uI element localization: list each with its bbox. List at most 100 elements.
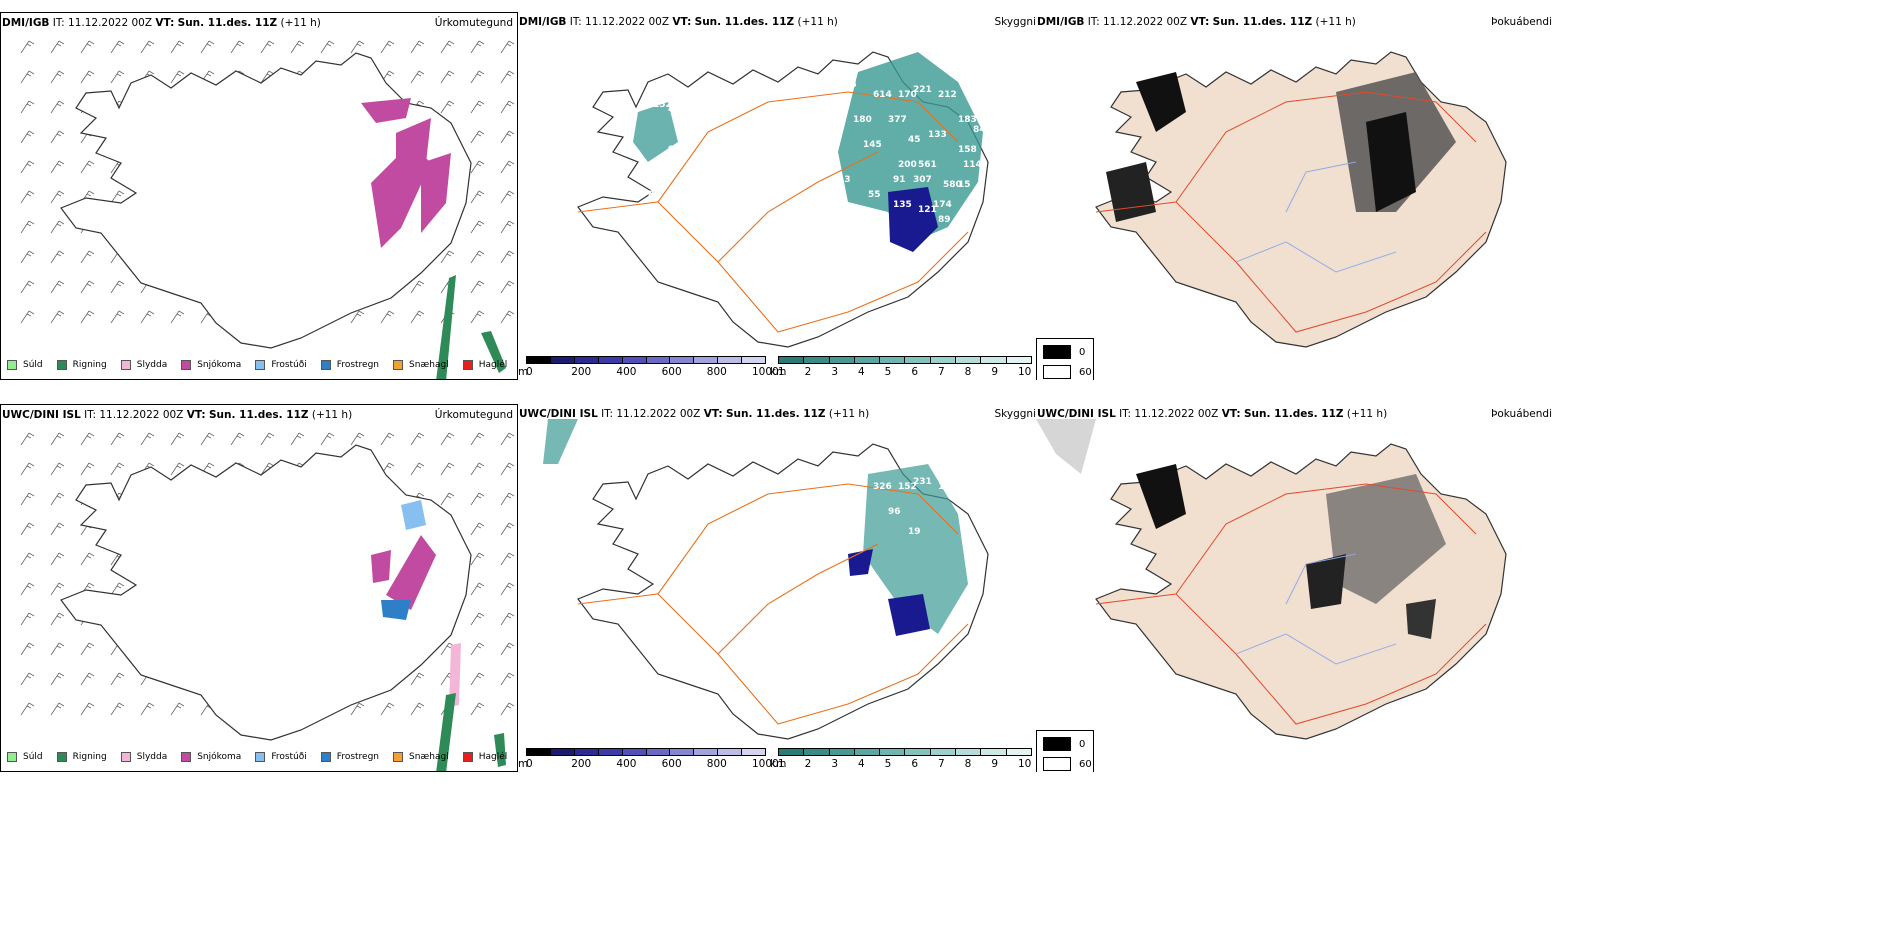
cloud-base-label: 307: [913, 175, 932, 185]
wind-barb: [170, 310, 185, 324]
wind-barb: [50, 70, 65, 84]
cloud-base-label: 580: [943, 180, 962, 190]
legend-item: Frostregn: [320, 752, 380, 762]
colorbar-segment: [880, 357, 906, 363]
fog-dark-area-2: [1326, 474, 1446, 604]
colorbar-segment: [804, 749, 830, 755]
snowfall-area-3: [371, 143, 431, 248]
cloud-base-label: 45: [908, 135, 921, 145]
legend-swatch: [7, 752, 17, 762]
wind-barb: [50, 612, 65, 626]
wind-barb: [500, 702, 515, 716]
wind-barb: [500, 642, 515, 656]
wind-barb: [80, 702, 95, 716]
colorbar-tick: 4: [858, 366, 865, 378]
wind-barb: [50, 702, 65, 716]
cloud-navy-area: [888, 187, 938, 252]
wind-barb: [20, 250, 35, 264]
cloud-base-label: 13: [698, 165, 711, 175]
cloud-base-label: 183: [958, 115, 977, 125]
wind-barb: [20, 130, 35, 144]
cloud-navy-area: [888, 594, 930, 636]
wind-barb: [290, 40, 305, 54]
wind-barb: [440, 100, 455, 114]
cloud-base-label: 55: [868, 190, 881, 200]
legend-label: Snjókoma: [197, 360, 242, 370]
legend-label: Haglél: [478, 752, 508, 762]
colorbar-segment: [829, 357, 855, 363]
colorbar-segment: [718, 357, 743, 363]
wind-barb: [320, 40, 335, 54]
legend-item: Haglél: [462, 360, 508, 370]
road-network: [1095, 91, 1487, 333]
colorbar-tick: 800: [706, 758, 727, 770]
fog-map-top: [1095, 51, 1507, 348]
wind-barb: [20, 220, 35, 234]
wind-barb: [80, 40, 95, 54]
legend-swatch: [320, 360, 331, 370]
wind-barb: [50, 40, 65, 54]
fog-legend-light-swatch: [1043, 757, 1071, 771]
wind-barb: [110, 280, 125, 294]
wind-barb: [410, 702, 425, 716]
colorbar-tick: 7: [938, 758, 945, 770]
rain-area-1: [436, 693, 456, 771]
snowfall-area-1: [371, 550, 391, 583]
legend-label: Haglél: [478, 360, 508, 370]
colorbar-segment: [981, 749, 1007, 755]
legend-swatch: [56, 360, 67, 370]
colorbar-strip: [526, 356, 766, 364]
panel-header: UWC/DINI ISL IT: 11.12.2022 00Z VT: Sun.…: [1037, 408, 1388, 420]
cloud-base-colorbar: m 0 200 400 600 800 1000: [518, 356, 779, 380]
colorbar-tick: 8: [964, 366, 972, 378]
colorbar-strip: [778, 748, 1032, 756]
wind-barb: [80, 70, 95, 84]
wind-barb: [50, 432, 65, 446]
wind-barb: [200, 432, 215, 446]
colorbar-strip: [526, 748, 766, 756]
legend-label: Súld: [23, 752, 43, 762]
panel-title: Úrkomutegund: [434, 409, 513, 421]
legend-label: Snjókoma: [197, 752, 242, 762]
colorbar-segment: [742, 357, 766, 363]
cloud-base-label: 152: [898, 482, 917, 492]
colorbar-segment: [905, 357, 931, 363]
fog-legend-dark-label: 0: [1079, 739, 1086, 750]
wind-barb: [470, 250, 485, 264]
colorbar-tick: 600: [661, 366, 682, 378]
colorbar-segment: [598, 357, 623, 363]
colorbar-unit: m: [518, 758, 529, 770]
road-network: [577, 91, 969, 333]
colorbar-segment: [550, 749, 575, 755]
cloud-base-label: 161: [938, 482, 957, 492]
wind-barb: [20, 160, 35, 174]
colorbar-tick: 5: [884, 758, 892, 770]
wind-barb: [260, 432, 275, 446]
wind-barb: [470, 612, 485, 626]
rain-area-2: [481, 331, 506, 373]
wind-barb: [110, 310, 125, 324]
visibility-colorbar: km 1 2 3 4 5 6 7 8 9 10: [770, 356, 1036, 380]
panel-title: Skyggni: [994, 16, 1037, 28]
wind-barb: [110, 40, 125, 54]
wind-barb: [50, 552, 65, 566]
frostudi-area: [401, 500, 426, 530]
wind-barb: [410, 432, 425, 446]
precip-panel-bottom: UWC/DINI ISL IT: 11.12.2022 00Z VT: Sun.…: [0, 404, 518, 772]
colorbar-tick: 9: [991, 758, 999, 770]
colorbar-segment: [829, 749, 855, 755]
legend-item: Snæhagl: [393, 360, 449, 370]
colorbar-tick: 7: [938, 366, 945, 378]
cloud-base-label: 200: [898, 160, 917, 170]
wind-barb: [20, 100, 35, 114]
fog-panel-bottom: UWC/DINI ISL IT: 11.12.2022 00Z VT: Sun.…: [1036, 404, 1552, 772]
legend-label: Frostregn: [336, 752, 380, 762]
wind-barb: [410, 70, 425, 84]
wind-barb: [470, 642, 485, 656]
rain-area-2: [494, 733, 506, 767]
wind-barb: [440, 70, 455, 84]
cloud-base-label: 154: [668, 537, 687, 547]
colorbar-tick: 6: [911, 366, 919, 378]
legend-item: Slydda: [120, 752, 167, 762]
